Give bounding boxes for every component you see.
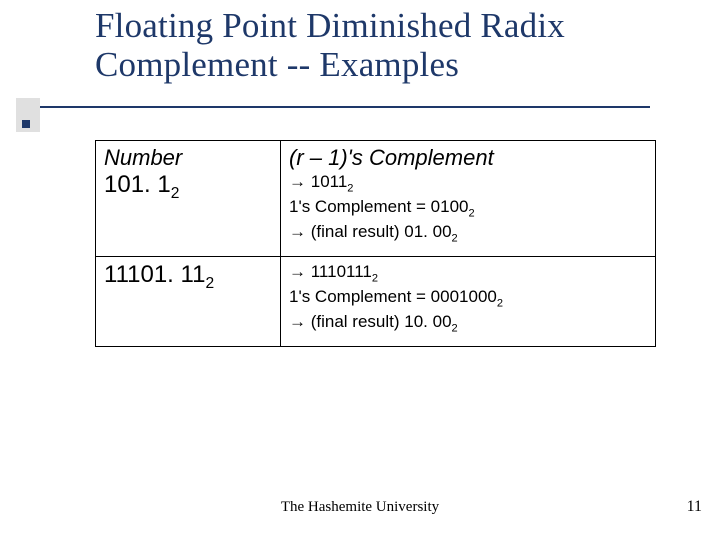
footer-text: The Hashemite University: [0, 499, 720, 516]
column-header-complement: (r – 1)'s Complement: [289, 145, 647, 171]
cell-complement: (r – 1)'s Complement → 10112 1's Complem…: [281, 141, 656, 257]
arrow-icon: →: [289, 262, 306, 281]
number-value: 101. 12: [104, 171, 272, 203]
slide: Floating Point Diminished Radix Compleme…: [0, 0, 720, 540]
cell-complement: → 11101112 1's Complement = 00010002 → (…: [281, 256, 656, 346]
title-underline: [40, 106, 650, 108]
arrow-icon: →: [289, 222, 306, 241]
arrow-icon: →: [289, 312, 306, 331]
slide-title: Floating Point Diminished Radix Compleme…: [95, 6, 685, 84]
cell-number: 11101. 112: [96, 256, 281, 346]
column-header-number: Number: [104, 145, 272, 171]
complement-steps: → 11101112 1's Complement = 00010002 → (…: [289, 261, 647, 336]
page-number: 11: [687, 498, 702, 516]
arrow-icon: →: [289, 172, 306, 191]
complement-steps: → 10112 1's Complement = 01002 → (final …: [289, 171, 647, 246]
table-row: Number 101. 12 (r – 1)'s Complement → 10…: [96, 141, 656, 257]
number-value: 11101. 112: [104, 261, 272, 293]
table-row: 11101. 112 → 11101112 1's Complement = 0…: [96, 256, 656, 346]
bullet-icon: [22, 120, 30, 128]
examples-table: Number 101. 12 (r – 1)'s Complement → 10…: [95, 140, 656, 347]
cell-number: Number 101. 12: [96, 141, 281, 257]
